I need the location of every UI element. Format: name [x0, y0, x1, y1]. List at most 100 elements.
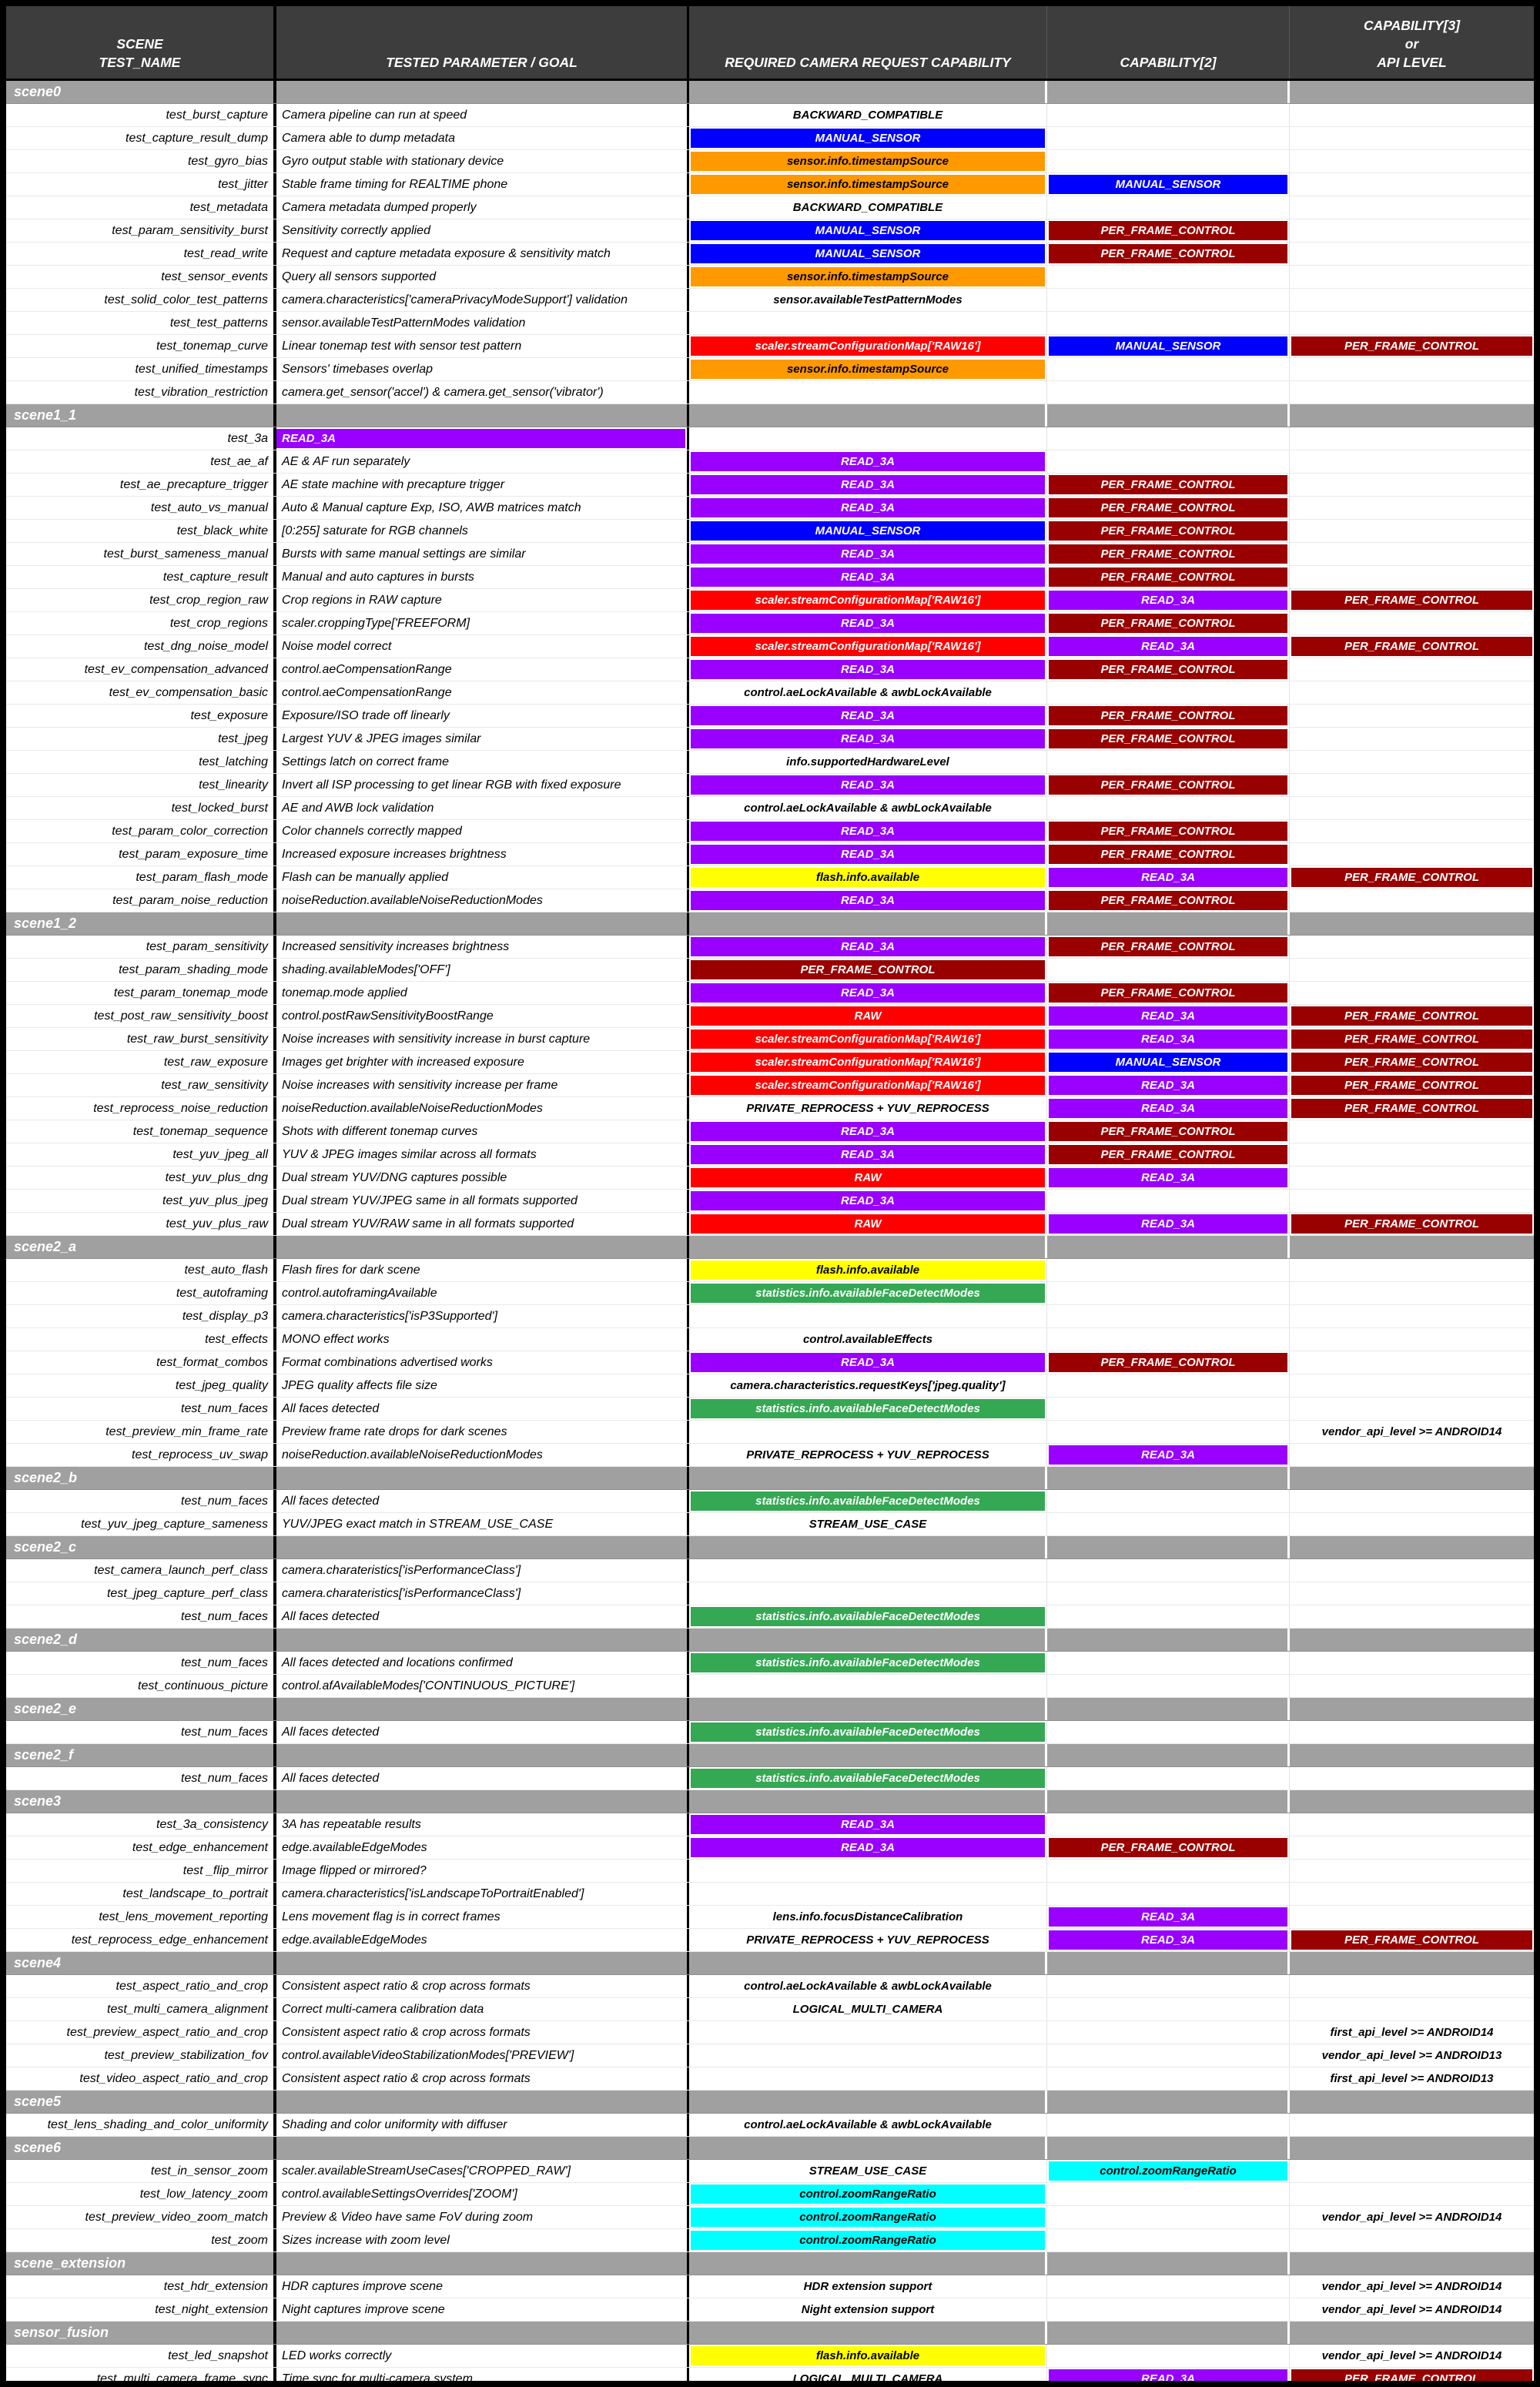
- test-name-cell: test_tonemap_curve: [6, 335, 276, 357]
- test-name-cell: test_num_faces: [6, 1767, 276, 1789]
- test-name-cell: test_ae_af: [6, 450, 276, 473]
- goal-cell: edge.availableEdgeModes: [276, 1836, 689, 1859]
- capability-cell: [1047, 358, 1290, 380]
- goal-cell: sensor.availableTestPatternModes validat…: [276, 312, 689, 334]
- capability-cell: PER_FRAME_CONTROL: [1047, 543, 1290, 565]
- capability-pill: sensor.availableTestPatternModes: [691, 290, 1045, 310]
- scene-band-cell: [276, 2322, 689, 2344]
- capability-cell: [1290, 520, 1534, 542]
- capability-cell: [689, 1675, 1047, 1697]
- capability-cell: READ_3A: [1047, 1906, 1290, 1928]
- capability-cell: RAW: [689, 1167, 1047, 1189]
- capability-cell: [1047, 1998, 1290, 2020]
- table-row: test_reprocess_uv_swap noiseReduction.ava…: [6, 1444, 1534, 1467]
- test-name-cell: test_yuv_plus_dng: [6, 1167, 276, 1189]
- scene-band: scene2_c: [6, 1536, 1534, 1559]
- capability-cell: [1290, 1675, 1534, 1697]
- capability-cell: [1290, 104, 1534, 126]
- capability-cell: vendor_api_level >= ANDROID14: [1290, 2275, 1534, 2298]
- scene-band-cell: [689, 81, 1047, 103]
- scene-band-label: scene6: [6, 2137, 276, 2159]
- scene-band: scene2_b: [6, 1467, 1534, 1490]
- goal-cell: Crop regions in RAW capture: [276, 589, 689, 611]
- capability-cell: [1290, 658, 1534, 681]
- goal-cell: AE & AF run separately: [276, 450, 689, 473]
- goal-cell: YUV/JPEG exact match in STREAM_USE_CASE: [276, 1513, 689, 1535]
- test-name-cell: test_camera_launch_perf_class: [6, 1559, 276, 1582]
- capability-cell: [1290, 1998, 1534, 2020]
- capability-pill: RAW: [691, 1168, 1045, 1187]
- test-name-cell: test_yuv_jpeg_capture_sameness: [6, 1513, 276, 1535]
- table-row: test_3a READ_3A: [6, 427, 1534, 450]
- goal-cell: MONO effect works: [276, 1328, 689, 1351]
- scene-band-cell: [276, 1790, 689, 1813]
- goal-cell: Sizes increase with zoom level: [276, 2229, 689, 2251]
- scene-band-label: scene4: [6, 1952, 276, 1974]
- capability-cell: READ_3A: [689, 982, 1047, 1004]
- goal-cell: tonemap.mode applied: [276, 982, 689, 1004]
- capability-pill: READ_3A: [1049, 1029, 1287, 1049]
- scene-band-cell: [276, 1536, 689, 1558]
- goal-cell: Consistent aspect ratio & crop across fo…: [276, 1975, 689, 1997]
- capability-pill: LOGICAL_MULTI_CAMERA: [691, 2369, 1045, 2381]
- capability-cell: READ_3A: [689, 566, 1047, 588]
- test-name-cell: test_num_faces: [6, 1398, 276, 1420]
- scene-band-cell: [1290, 1536, 1534, 1558]
- capability-cell: [1047, 959, 1290, 981]
- capability-pill: scaler.streamConfigurationMap['RAW16']: [691, 1076, 1045, 1095]
- scene-band-cell: [276, 2137, 689, 2159]
- capability-pill: vendor_api_level >= ANDROID14: [1291, 2208, 1532, 2227]
- capability-pill: statistics.info.availableFaceDetectModes: [691, 1491, 1045, 1511]
- capability-cell: [689, 427, 1047, 450]
- capability-cell: [1047, 2298, 1290, 2321]
- table-row: test_param_shading_mode shading.available…: [6, 959, 1534, 982]
- goal-cell: scaler.croppingType['FREEFORM]: [276, 612, 689, 634]
- scene-band-cell: [276, 1744, 689, 1766]
- scene-band-cell: [689, 2137, 1047, 2159]
- test-name-cell: test_tonemap_sequence: [6, 1120, 276, 1143]
- scene-band: sensor_fusion: [6, 2322, 1534, 2345]
- table-row: test_ev_compensation_advanced control.aeC…: [6, 658, 1534, 681]
- capability-pill: PER_FRAME_CONTROL: [1049, 660, 1287, 679]
- test-name-cell: test_preview_aspect_ratio_and_crop: [6, 2021, 276, 2044]
- capability-cell: [689, 1421, 1047, 1443]
- goal-cell: Noise increases with sensitivity increas…: [276, 1074, 689, 1096]
- capability-cell: READ_3A: [689, 728, 1047, 750]
- test-name-cell: test_lens_movement_reporting: [6, 1906, 276, 1928]
- goal-cell: Images get brighter with increased expos…: [276, 1051, 689, 1073]
- capability-cell: [1290, 1143, 1534, 1166]
- capability-cell: statistics.info.availableFaceDetectModes: [689, 1721, 1047, 1743]
- table-row: test_effects MONO effect works control.ava…: [6, 1328, 1534, 1351]
- capability-cell: [1290, 774, 1534, 796]
- goal-cell: control.autoframingAvailable: [276, 1282, 689, 1304]
- capability-cell: sensor.info.timestampSource: [689, 358, 1047, 380]
- scene-band-cell: [689, 404, 1047, 427]
- table-row: test_param_sensitivity Increased sensitiv…: [6, 936, 1534, 959]
- capability-cell: [1047, 1282, 1290, 1304]
- test-name-cell: test_preview_video_zoom_match: [6, 2206, 276, 2228]
- capability-cell: statistics.info.availableFaceDetectModes: [689, 1652, 1047, 1674]
- test-name-cell: test_preview_min_frame_rate: [6, 1421, 276, 1443]
- capability-cell: [1290, 2160, 1534, 2182]
- capability-cell: sensor.info.timestampSource: [689, 266, 1047, 288]
- scene-band-cell: [689, 2091, 1047, 2113]
- capability-cell: vendor_api_level >= ANDROID14: [1290, 2206, 1534, 2228]
- capability-cell: [1047, 1582, 1290, 1605]
- capability-pill: PER_FRAME_CONTROL: [1049, 498, 1287, 517]
- test-name-cell: test_yuv_plus_jpeg: [6, 1190, 276, 1212]
- capability-cell: PRIVATE_REPROCESS + YUV_REPROCESS: [689, 1444, 1047, 1466]
- table-row: test_jpeg Largest YUV & JPEG images simil…: [6, 728, 1534, 751]
- table-body: scene0 test_burst_capture Camera pipeline …: [6, 81, 1534, 2381]
- scene-band-cell: [1047, 2137, 1290, 2159]
- capability-cell: [1290, 1559, 1534, 1582]
- capability-cell: [1290, 1167, 1534, 1189]
- test-name-cell: test_lens_shading_and_color_uniformity: [6, 2114, 276, 2136]
- table-row: test_yuv_plus_jpeg Dual stream YUV/JPEG s…: [6, 1190, 1534, 1213]
- capability-pill: READ_3A: [691, 1815, 1045, 1834]
- capability-cell: [1290, 266, 1534, 288]
- scene-band: scene1_1: [6, 404, 1534, 427]
- capability-cell: [1290, 2114, 1534, 2136]
- test-name-cell: test_burst_capture: [6, 104, 276, 126]
- goal-cell: [0:255] saturate for RGB channels: [276, 520, 689, 542]
- capability-pill: PER_FRAME_CONTROL: [1049, 822, 1287, 841]
